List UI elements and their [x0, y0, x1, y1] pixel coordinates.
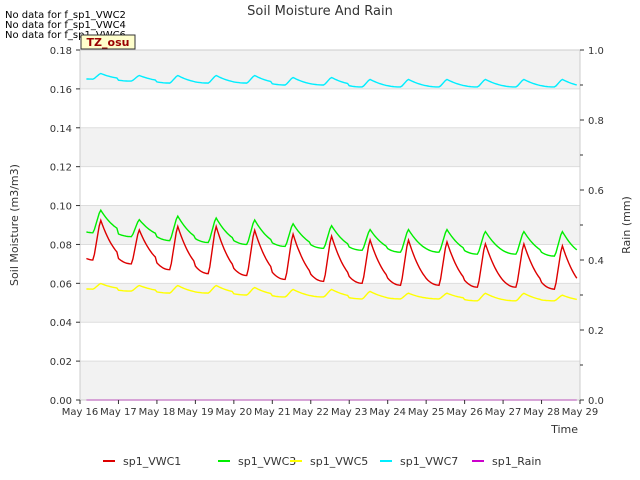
y2-axis-label: Rain (mm): [620, 196, 633, 254]
x-tick-label: May 26: [446, 407, 483, 418]
y2-tick-label: 0.4: [588, 256, 604, 267]
plot-band: [80, 50, 580, 89]
y-tick-label: 0.08: [50, 240, 72, 251]
y-tick-label: 0.18: [50, 46, 72, 57]
plot-band: [80, 283, 580, 323]
y-tick-label: 0.06: [50, 279, 72, 290]
y2-axis: 0.0 0.2 0.4 0.6 0.8 1.0: [580, 46, 604, 407]
legend-label: sp1_VWC5: [310, 455, 368, 468]
plot-band: [80, 127, 580, 167]
x-tick-label: May 29: [562, 407, 599, 418]
site-badge-label: TZ_osu: [87, 36, 130, 49]
series-line-sp1_VWC7: [86, 72, 577, 88]
site-badge: TZ_osu: [80, 34, 136, 50]
x-tick-label: May 23: [331, 407, 368, 418]
y-tick-label: 0.12: [50, 163, 72, 174]
x-tick-label: May 16: [62, 407, 99, 418]
x-tick-label: May 19: [177, 407, 214, 418]
y-axis-label: Soil Moisture (m3/m3): [8, 164, 21, 286]
y-tick-label: 0.04: [50, 318, 72, 329]
x-tick-label: May 25: [408, 407, 445, 418]
x-tick-label: May 27: [485, 407, 522, 418]
plot-bands: [80, 50, 580, 400]
no-data-message: No data for f_sp1_VWC4: [5, 20, 126, 31]
y2-tick-label: 0.2: [588, 326, 604, 337]
no-data-message: No data for f_sp1_VWC2: [5, 10, 126, 21]
x-axis: May 16 May 17 May 18 May 19 May 20 May 21 May …: [62, 400, 599, 418]
y2-tick-label: 0.0: [588, 396, 604, 407]
y-tick-label: 0.14: [50, 124, 72, 135]
x-tick-label: May 17: [100, 407, 137, 418]
x-tick-label: May 24: [369, 407, 406, 418]
y-tick-label: 0.16: [50, 85, 72, 96]
x-tick-label: May 22: [292, 407, 329, 418]
no-data-message: No data for f_sp1_VWC6: [5, 30, 126, 41]
legend: sp1_VWC1 sp1_VWC3 sp1_VWC5 sp1_VWC7 sp1_Rain: [103, 455, 541, 468]
y2-tick-label: 0.6: [588, 186, 604, 197]
legend-label: sp1_VWC7: [400, 455, 458, 468]
x-tick-label: May 21: [254, 407, 291, 418]
y-axis: 0.00 0.02 0.04 0.06 0.08 0.10 0.12 0.14 0.16 0.18: [50, 46, 80, 407]
x-tick-label: May 18: [139, 407, 176, 418]
plot-band: [80, 205, 580, 245]
y2-tick-label: 0.8: [588, 116, 604, 127]
x-tick-label: May 20: [216, 407, 253, 418]
series-line-sp1_VWC1: [86, 218, 578, 290]
series-line-sp1_VWC3: [86, 208, 578, 257]
x-tick-label: May 28: [523, 407, 560, 418]
y2-tick-label: 1.0: [588, 46, 604, 57]
legend-label: sp1_VWC3: [238, 455, 296, 468]
series-line-sp1_VWC5: [86, 282, 577, 302]
plot-band: [80, 361, 580, 400]
chart-title: Soil Moisture And Rain: [247, 4, 393, 19]
legend-label: sp1_VWC1: [123, 455, 181, 468]
x-axis-label: Time: [550, 423, 578, 436]
y-tick-label: 0.02: [50, 357, 72, 368]
y-tick-label: 0.00: [50, 396, 72, 407]
y-tick-label: 0.10: [50, 202, 72, 213]
legend-label: sp1_Rain: [492, 455, 541, 468]
